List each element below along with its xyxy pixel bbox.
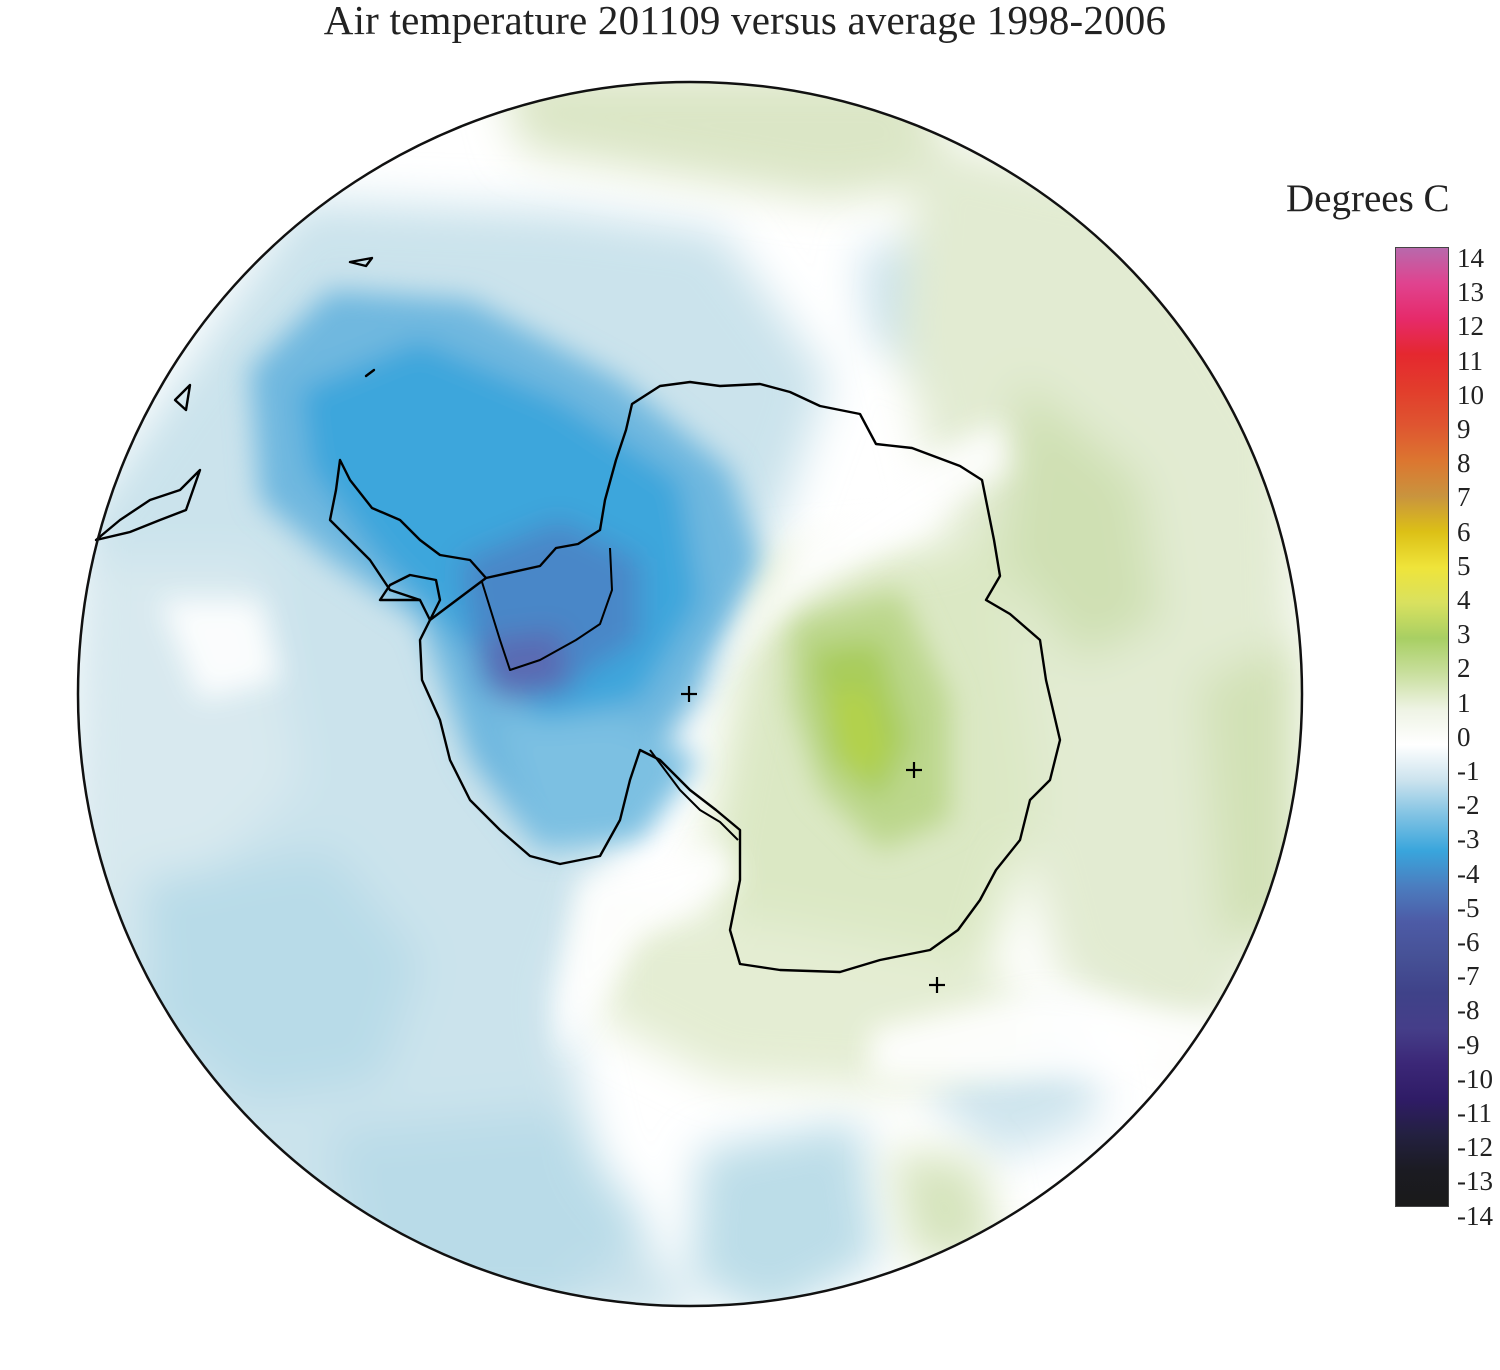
colorbar-tick-label: -13 [1457, 1166, 1493, 1197]
colorbar-tick-label: 1 [1457, 687, 1471, 718]
map-boundary [76, 80, 1304, 1308]
colorbar-tick-label: 3 [1457, 619, 1471, 650]
colorbar [1395, 247, 1449, 1207]
colorbar-tick-label: -2 [1457, 790, 1480, 821]
marker-south [929, 977, 945, 993]
map-title: Air temperature 201109 versus average 19… [323, 0, 1167, 43]
colorbar-tick-label: -9 [1457, 1029, 1480, 1060]
colorbar-tick-label: 9 [1457, 414, 1471, 444]
colorbar-tick-label: -7 [1457, 961, 1480, 992]
antarctica-coastline [94, 256, 1062, 974]
colorbar-tick-label: 7 [1457, 482, 1471, 513]
colorbar-tick-label: -11 [1457, 1098, 1492, 1128]
colorbar-tick-label: -12 [1457, 1132, 1493, 1163]
colorbar-tick-label: -5 [1457, 892, 1480, 923]
colorbar-tick-label: -6 [1457, 927, 1480, 957]
colorbar-tick-label: -10 [1457, 1063, 1493, 1094]
colorbar-tick-label: 13 [1457, 277, 1484, 308]
legend-title: Degrees C [1286, 177, 1450, 220]
colorbar-tick-label: 5 [1457, 550, 1471, 581]
colorbar-tick-label: -14 [1457, 1200, 1493, 1231]
grid-markers [681, 686, 945, 993]
colorbar-tick-label: 14 [1457, 243, 1484, 273]
colorbar-tick-label: 6 [1457, 516, 1471, 547]
colorbar-tick-label: -8 [1457, 995, 1480, 1026]
colorbar-tick-label: 2 [1457, 653, 1471, 684]
marker-east [906, 762, 922, 778]
colorbar-tick-label: 12 [1457, 311, 1484, 342]
colorbar-tick-label: -3 [1457, 824, 1480, 855]
colorbar-tick-label: 0 [1457, 721, 1471, 752]
colorbar-tick-label: 8 [1457, 448, 1471, 479]
colorbar-tick-label: 10 [1457, 379, 1484, 410]
colorbar-tick-label: -1 [1457, 756, 1480, 786]
colorbar-tick-label: 4 [1457, 585, 1471, 615]
colorbar-tick-label: 11 [1457, 345, 1483, 376]
colorbar-tick-label: -4 [1457, 858, 1480, 889]
marker-pole [681, 686, 697, 702]
